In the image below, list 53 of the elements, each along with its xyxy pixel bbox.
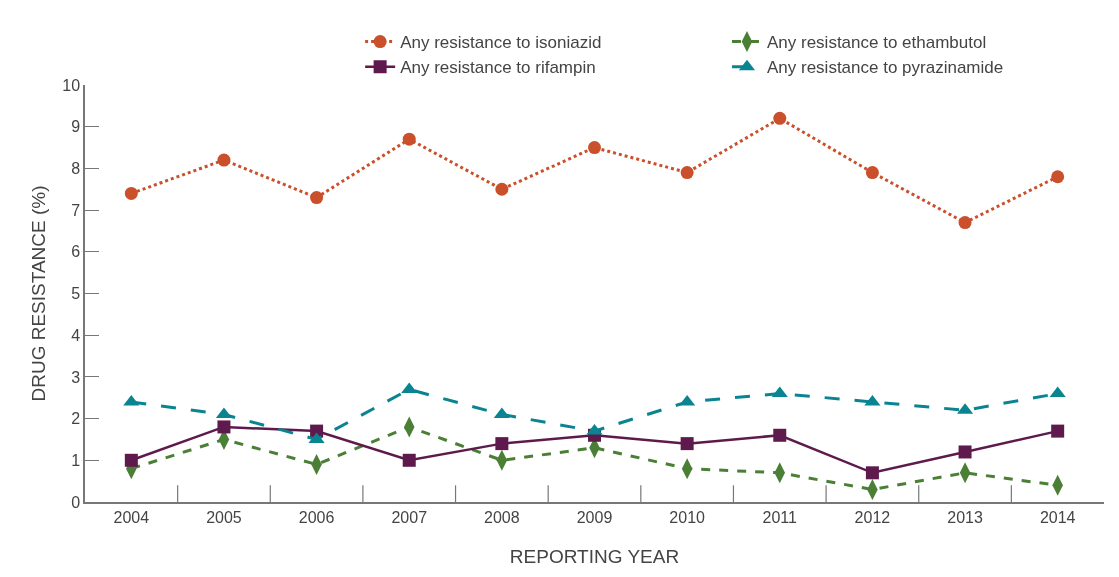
point xyxy=(124,453,138,467)
x-tick-label: 2014 xyxy=(1039,508,1076,526)
point xyxy=(217,420,231,434)
point xyxy=(217,153,231,167)
y-tick-label: 6 xyxy=(71,243,81,261)
point xyxy=(588,141,601,155)
x-tick-label: 2005 xyxy=(206,508,242,526)
point xyxy=(310,191,324,205)
x-tick-label: 2007 xyxy=(391,508,428,526)
point xyxy=(402,453,416,467)
y-tick-label: 8 xyxy=(71,160,81,177)
point xyxy=(958,216,972,230)
point xyxy=(773,111,787,125)
y-tick-label: 2 xyxy=(71,410,81,428)
point xyxy=(773,428,787,442)
point xyxy=(495,182,509,196)
x-tick-label: 2011 xyxy=(762,508,798,526)
point xyxy=(495,437,509,451)
x-tick-label: 2012 xyxy=(854,508,891,526)
y-tick-label: 10 xyxy=(62,76,81,94)
point xyxy=(123,394,140,406)
point xyxy=(680,437,694,451)
point xyxy=(124,186,138,200)
x-tick-label: 2013 xyxy=(947,508,983,526)
y-tick-label: 3 xyxy=(71,368,81,386)
point xyxy=(771,386,788,398)
x-tick-label: 2010 xyxy=(669,508,706,526)
y-tick-label: 4 xyxy=(71,326,81,344)
y-tick-label: 0 xyxy=(71,493,81,511)
legend-label: Any resistance to rifampin xyxy=(400,58,596,78)
point xyxy=(680,166,694,180)
x-tick-label: 2008 xyxy=(484,508,520,526)
y-tick-label: 1 xyxy=(71,451,81,469)
y-tick-label: 7 xyxy=(71,201,81,219)
legend-label: Any resistance to ethambutol xyxy=(766,33,987,53)
point xyxy=(402,132,416,146)
y-tick-label: 9 xyxy=(71,118,81,136)
x-tick-label: 2004 xyxy=(113,508,150,526)
point xyxy=(1051,170,1065,184)
x-tick-label: 2009 xyxy=(576,508,613,526)
point xyxy=(958,445,972,459)
x-tick-label: 2006 xyxy=(298,508,335,526)
legend-label: Any resistance to isoniazid xyxy=(400,33,602,53)
x-axis-title: REPORTING YEAR xyxy=(509,546,680,568)
point xyxy=(864,394,881,406)
point xyxy=(679,394,696,406)
point xyxy=(865,466,879,480)
y-tick-label: 5 xyxy=(71,285,81,303)
point xyxy=(1049,386,1066,398)
point xyxy=(865,166,879,180)
point xyxy=(1051,424,1065,438)
legend-label: Any resistance to pyrazinamide xyxy=(766,58,1004,78)
y-axis-title: DRUG RESISTANCE (%) xyxy=(27,185,49,402)
